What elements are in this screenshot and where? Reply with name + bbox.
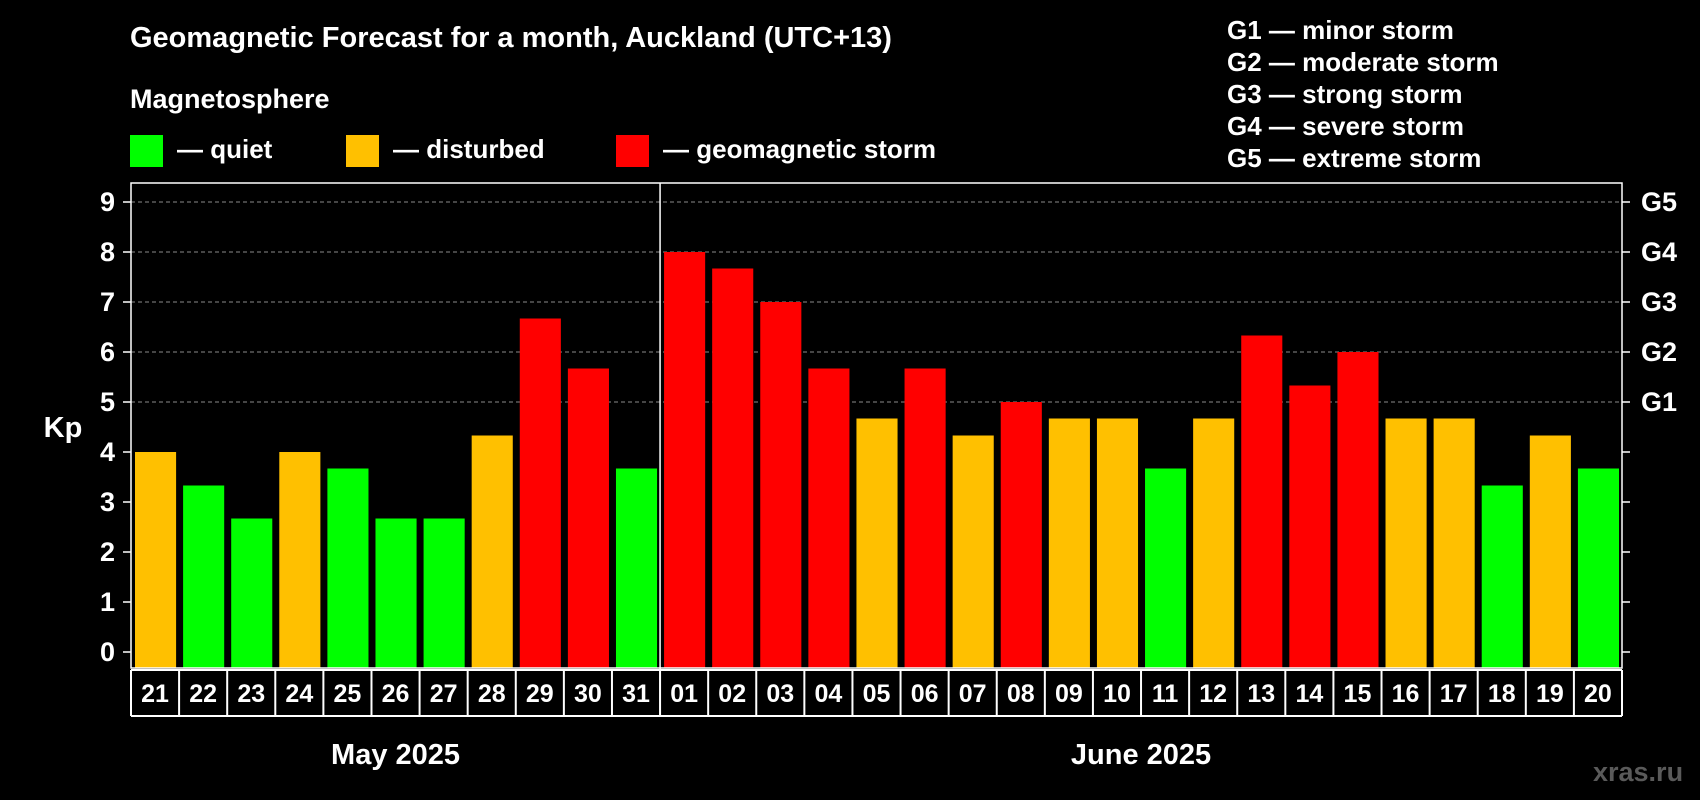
legend-disturbed-swatch xyxy=(346,135,379,167)
bar xyxy=(1289,385,1331,668)
bar xyxy=(423,518,465,668)
g-level-label: G4 xyxy=(1641,237,1677,267)
date-label: 16 xyxy=(1392,680,1420,708)
watermark: xras.ru xyxy=(1593,757,1684,787)
bar xyxy=(1193,418,1235,668)
date-label: 02 xyxy=(718,680,746,708)
bar xyxy=(1529,435,1571,668)
bar xyxy=(904,368,946,668)
g-level-label: G5 xyxy=(1641,187,1677,217)
bar xyxy=(1048,418,1090,668)
bar xyxy=(1481,485,1523,668)
date-label: 30 xyxy=(574,680,602,708)
date-label: 12 xyxy=(1199,680,1227,708)
bar xyxy=(664,252,706,668)
date-label: 21 xyxy=(141,680,169,708)
g-level-label: G1 xyxy=(1641,387,1677,417)
date-label: 28 xyxy=(478,680,506,708)
y-axis-label: Kp xyxy=(44,412,83,444)
date-label: 27 xyxy=(430,680,458,708)
bar xyxy=(1096,418,1139,668)
date-label: 07 xyxy=(959,680,987,708)
bar xyxy=(135,452,177,668)
bar xyxy=(1433,418,1475,668)
date-label: 06 xyxy=(911,680,939,708)
date-label: 17 xyxy=(1440,680,1468,708)
bar xyxy=(760,302,802,668)
plot-frame xyxy=(130,182,1623,669)
bar xyxy=(1241,335,1283,668)
y-tick-label: 0 xyxy=(100,637,115,667)
date-label: 11 xyxy=(1152,680,1179,708)
bar xyxy=(1385,418,1427,668)
legend-storm-label: — geomagnetic storm xyxy=(663,134,937,164)
month-label: May 2025 xyxy=(331,739,460,771)
y-tick-label: 6 xyxy=(100,337,115,367)
y-tick-label: 4 xyxy=(100,437,115,467)
date-label: 26 xyxy=(382,680,410,708)
date-label: 23 xyxy=(237,680,265,708)
y-tick-label: 1 xyxy=(100,587,115,617)
y-tick-label: 3 xyxy=(100,487,115,517)
date-label: 19 xyxy=(1536,680,1564,708)
date-label: 24 xyxy=(285,680,313,708)
y-tick-label: 9 xyxy=(100,187,115,217)
g-scale-item: G1 — minor storm xyxy=(1227,15,1454,45)
date-label: 20 xyxy=(1584,680,1612,708)
bar xyxy=(712,268,754,668)
legend-quiet-label: — quiet xyxy=(177,134,273,164)
date-label: 25 xyxy=(334,680,362,708)
g-level-label: G3 xyxy=(1641,287,1677,317)
bar xyxy=(279,452,321,668)
y-tick-label: 7 xyxy=(100,287,115,317)
bar xyxy=(952,435,994,668)
chart-title: Geomagnetic Forecast for a month, Auckla… xyxy=(130,22,892,54)
legend-quiet-swatch xyxy=(130,135,163,167)
date-label: 29 xyxy=(526,680,554,708)
bar xyxy=(471,435,513,668)
g-level-label: G2 xyxy=(1641,337,1677,367)
bar xyxy=(375,518,417,668)
y-tick-label: 8 xyxy=(100,237,115,267)
date-label: 04 xyxy=(814,680,842,708)
g-scale-item: G3 — strong storm xyxy=(1227,79,1463,109)
bar xyxy=(327,468,369,668)
date-label: 31 xyxy=(622,680,650,708)
date-label: 05 xyxy=(863,680,891,708)
month-label: June 2025 xyxy=(1071,739,1211,771)
bar xyxy=(615,468,658,668)
bar xyxy=(808,368,850,668)
date-label: 09 xyxy=(1055,680,1083,708)
date-label: 14 xyxy=(1295,680,1323,708)
date-label: 03 xyxy=(766,680,794,708)
bar xyxy=(567,368,609,668)
date-label: 10 xyxy=(1103,680,1131,708)
y-tick-label: 5 xyxy=(100,387,115,417)
bar xyxy=(231,518,273,668)
legend-storm-swatch xyxy=(616,135,649,167)
bar xyxy=(856,418,898,668)
bar xyxy=(1145,468,1187,668)
magnetosphere-label: Magnetosphere xyxy=(130,84,330,114)
date-label: 18 xyxy=(1488,680,1516,708)
bar xyxy=(1337,352,1379,668)
date-label: 08 xyxy=(1007,680,1035,708)
g-scale-item: G5 — extreme storm xyxy=(1227,143,1482,173)
y-tick-label: 2 xyxy=(100,537,115,567)
bar xyxy=(1000,402,1042,668)
g-scale-legend: G1 — minor storm G2 — moderate storm G3 … xyxy=(1227,14,1499,174)
g-scale-item: G4 — severe storm xyxy=(1227,111,1465,141)
bar xyxy=(1577,468,1619,668)
bar xyxy=(183,485,225,668)
date-label: 15 xyxy=(1344,680,1372,708)
legend-disturbed-label: — disturbed xyxy=(393,134,545,164)
g-scale-item: G2 — moderate storm xyxy=(1227,47,1499,77)
date-label: 01 xyxy=(670,680,698,708)
date-label: 22 xyxy=(189,680,217,708)
bar xyxy=(519,318,561,668)
date-label: 13 xyxy=(1247,680,1275,708)
